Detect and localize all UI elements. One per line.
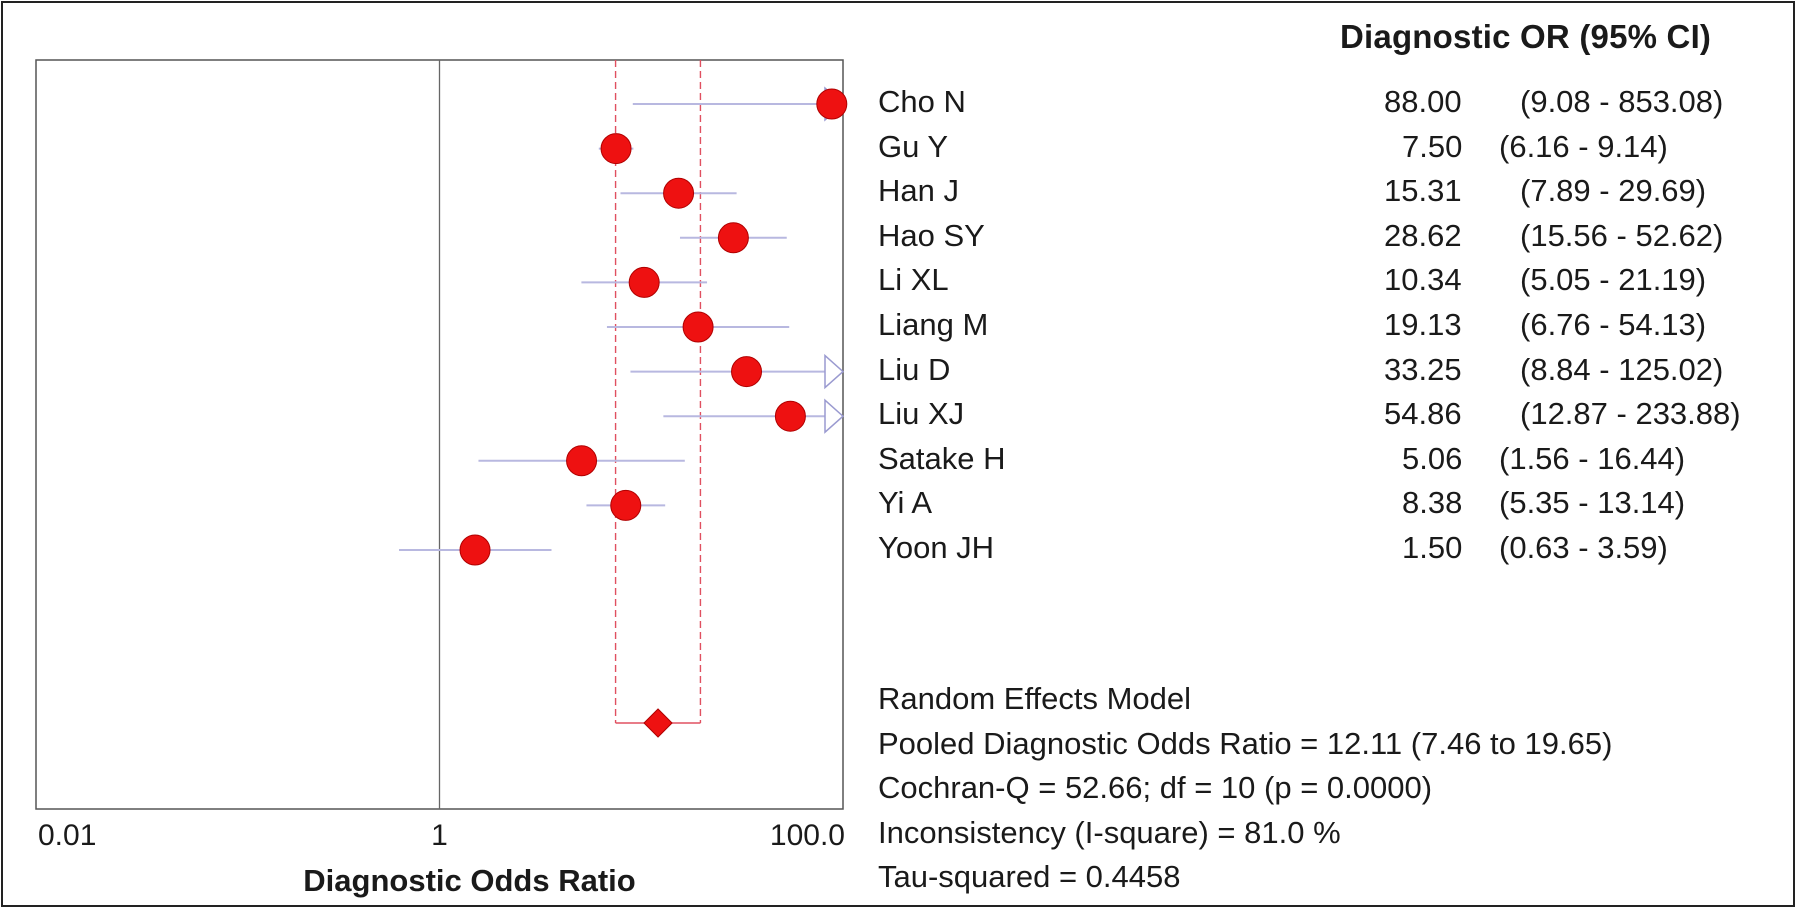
study-marker — [628, 266, 660, 298]
study-name: Yi A — [878, 485, 932, 521]
study-or-value: 1.50 — [1402, 530, 1463, 565]
study-ci-value: (6.16 - 9.14) — [1499, 128, 1668, 164]
study-or-value: 33.25 — [1384, 351, 1462, 387]
column-header: Diagnostic OR (95% CI) — [1340, 18, 1712, 55]
study-ci-value: (9.08 - 853.08) — [1520, 84, 1724, 119]
study-name: Li XL — [878, 262, 949, 298]
study-or-value: 5.06 — [1402, 440, 1463, 476]
study-name: Gu Y — [878, 128, 949, 164]
study-marker — [682, 311, 714, 343]
study-or-value: 19.13 — [1384, 307, 1462, 342]
study-marker — [774, 400, 806, 432]
study-marker — [731, 356, 763, 388]
study-ci-value: (8.84 - 125.02) — [1520, 351, 1724, 387]
study-name: Han J — [878, 173, 959, 209]
study-ci-value: (6.76 - 54.13) — [1520, 307, 1707, 342]
study-or-value: 28.62 — [1384, 217, 1462, 253]
x-axis-title: Diagnostic Odds Ratio — [303, 863, 635, 898]
x-tick-label: 1 — [431, 819, 448, 852]
x-tick-label: 0.01 — [38, 819, 96, 852]
study-name: Hao SY — [878, 217, 985, 253]
ci-truncation-arrow — [824, 353, 845, 390]
study-name: Liu D — [878, 351, 951, 387]
study-ci-value: (5.05 - 21.19) — [1520, 262, 1707, 298]
study-or-value: 88.00 — [1384, 84, 1462, 119]
study-ci-value: (0.63 - 3.59) — [1499, 530, 1668, 565]
study-marker — [610, 489, 642, 521]
x-tick-label: 100.0 — [770, 819, 845, 852]
study-marker — [717, 222, 749, 254]
summary-cochran-q: Cochran-Q = 52.66; df = 10 (p = 0.0000) — [878, 770, 1433, 806]
study-or-value: 54.86 — [1384, 396, 1462, 432]
study-ci-value: (15.56 - 52.62) — [1520, 217, 1724, 253]
summary-model: Random Effects Model — [878, 681, 1192, 716]
study-ci-value: (7.89 - 29.69) — [1520, 173, 1707, 209]
pooled-diamond — [643, 708, 673, 738]
study-ci-value: (5.35 - 13.14) — [1499, 485, 1686, 521]
study-name: Cho N — [878, 84, 966, 119]
study-name: Yoon JH — [878, 530, 995, 565]
study-or-value: 15.31 — [1384, 173, 1462, 209]
study-or-value: 8.38 — [1402, 485, 1463, 521]
study-marker — [663, 177, 695, 209]
study-ci-value: (12.87 - 233.88) — [1520, 396, 1741, 432]
study-marker — [566, 445, 598, 477]
summary-tau-squared: Tau-squared = 0.4458 — [878, 859, 1181, 895]
study-ci-value: (1.56 - 16.44) — [1499, 440, 1686, 476]
study-marker — [600, 133, 632, 165]
study-name: Liang M — [878, 307, 989, 342]
study-name: Liu XJ — [878, 396, 965, 432]
ci-truncation-arrow — [824, 398, 845, 434]
summary-pooled-or: Pooled Diagnostic Odds Ratio = 12.11 (7.… — [878, 725, 1613, 761]
study-or-value: 10.34 — [1384, 262, 1462, 298]
study-marker — [816, 88, 848, 120]
study-marker — [459, 534, 491, 566]
summary-inconsistency: Inconsistency (I-square) = 81.0 % — [878, 814, 1341, 850]
study-or-value: 7.50 — [1402, 128, 1463, 164]
study-name: Satake H — [878, 440, 1006, 476]
